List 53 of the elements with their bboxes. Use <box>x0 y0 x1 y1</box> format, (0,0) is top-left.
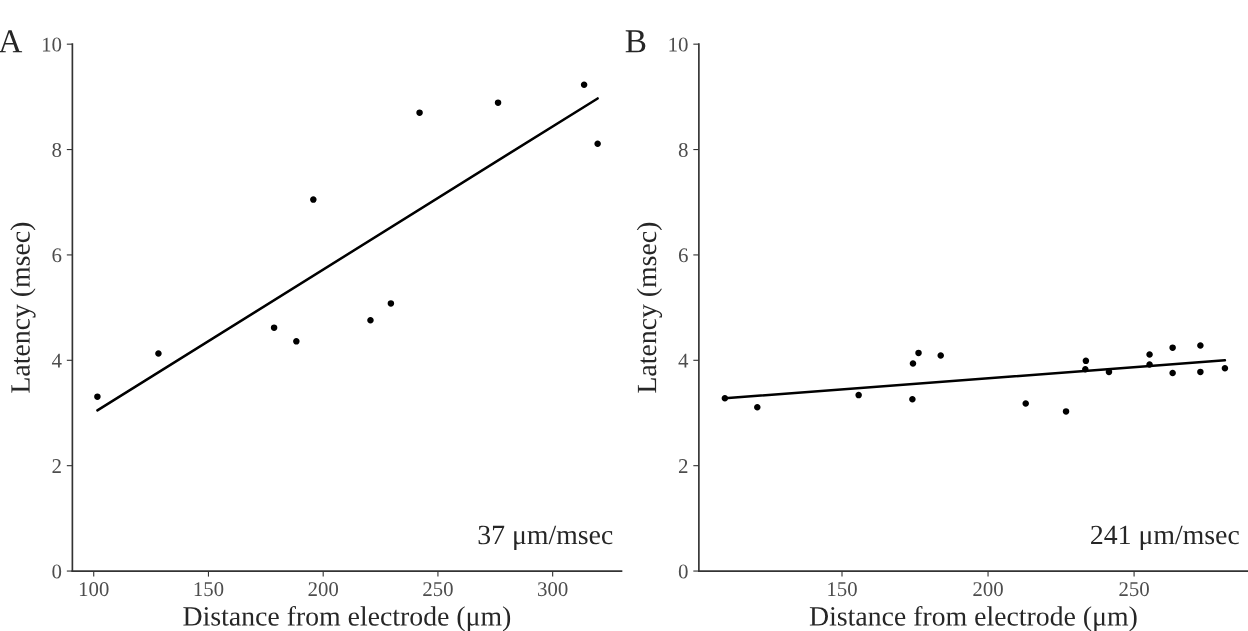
y-tick-label: 4 <box>51 353 62 368</box>
point <box>1197 342 1204 349</box>
y-tick-label: 6 <box>52 248 62 263</box>
point <box>1146 351 1153 358</box>
x-axis-title: Distance from electrode (μm) <box>809 605 1137 631</box>
point <box>909 360 917 367</box>
point <box>1062 408 1070 415</box>
point <box>580 81 588 88</box>
x-tick-label: 100 <box>79 582 109 597</box>
y-tick-label: 10 <box>42 37 62 52</box>
point <box>494 99 502 106</box>
point <box>594 140 601 148</box>
point <box>1221 364 1229 372</box>
point <box>909 396 916 403</box>
point <box>1197 368 1204 376</box>
point <box>387 300 395 307</box>
y-tick-label: 8 <box>52 142 62 157</box>
annotation: 241 μm/msec <box>1091 525 1239 550</box>
point <box>1169 344 1176 351</box>
y-tick-label: 6 <box>678 248 688 263</box>
y-tick-label: 4 <box>678 353 689 368</box>
y-tick-label: 0 <box>678 564 688 579</box>
x-tick-label: 150 <box>828 582 857 597</box>
y-tick-label: 2 <box>678 459 688 473</box>
x-axis-title: Distance from electrode (μm) <box>183 605 511 631</box>
y-tick-label: 10 <box>669 37 688 52</box>
x-tick-label: 200 <box>308 582 339 597</box>
point <box>1022 400 1029 407</box>
chart-title: B <box>625 30 646 53</box>
point <box>367 317 374 324</box>
x-tick-label: 200 <box>973 582 1003 597</box>
point <box>293 338 300 345</box>
y-tick-label: 8 <box>678 142 688 157</box>
point <box>1169 369 1176 377</box>
x-tick-label: 250 <box>1119 582 1149 597</box>
y-axis-title: Latency (msec) <box>10 222 36 393</box>
y-axis-title: Latency (msec) <box>636 222 663 393</box>
point <box>94 393 101 400</box>
point <box>937 352 944 359</box>
x-tick-label: 150 <box>194 582 224 597</box>
y-tick-label: 2 <box>52 459 61 473</box>
point <box>754 403 761 411</box>
point <box>270 324 278 331</box>
point <box>155 350 162 357</box>
x-tick-label: 300 <box>538 582 568 597</box>
point <box>915 349 922 357</box>
point <box>310 196 317 203</box>
x-tick-label: 250 <box>423 582 453 597</box>
point <box>855 391 862 399</box>
y-tick-label: 0 <box>52 564 62 579</box>
point <box>1082 357 1090 365</box>
point <box>416 109 423 116</box>
annotation: 37 μm/msec <box>478 525 613 550</box>
